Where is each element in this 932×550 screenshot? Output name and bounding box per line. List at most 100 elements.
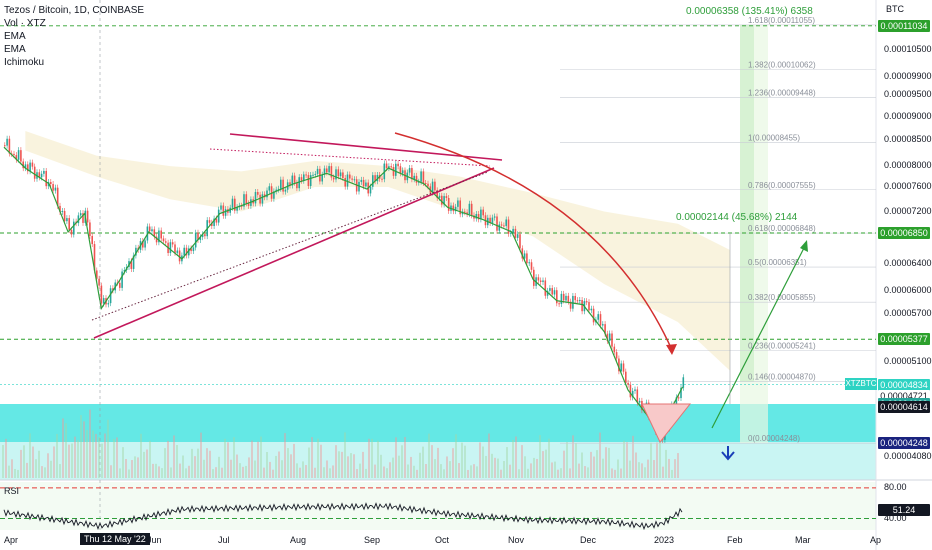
candle	[305, 174, 307, 176]
legend-ema-1[interactable]: EMA	[4, 31, 26, 42]
candle	[470, 203, 473, 216]
candle	[392, 167, 395, 176]
legend-title: Tezos / Bitcoin, 1D, COINBASE	[4, 5, 145, 16]
date-label: Oct	[435, 535, 450, 545]
candle	[562, 293, 565, 301]
resistance-trendline	[229, 133, 503, 161]
bottom-triangle	[641, 403, 692, 443]
candle	[464, 211, 466, 213]
volume-bar	[143, 451, 145, 478]
candle	[457, 200, 459, 207]
candle	[323, 168, 326, 175]
ichimoku-cloud	[25, 130, 731, 371]
candle	[204, 234, 206, 237]
candle	[546, 290, 549, 296]
volume-bar	[515, 436, 517, 478]
legend-volume[interactable]: Vol · XTZ	[4, 18, 46, 29]
candle	[399, 166, 402, 174]
candle	[521, 248, 524, 259]
volume-bar	[320, 444, 322, 478]
volume-bar	[341, 451, 343, 478]
candle	[266, 190, 268, 198]
volume-bar	[395, 437, 397, 478]
volume-bar	[677, 453, 679, 478]
volume-bar	[98, 436, 100, 478]
volume-bar	[572, 435, 574, 478]
volume-bar	[389, 462, 391, 478]
candle	[8, 138, 11, 154]
candle	[96, 270, 98, 279]
volume-bar	[353, 454, 355, 478]
volume-bar	[86, 430, 88, 478]
volume-bar	[134, 456, 136, 478]
candle	[556, 290, 558, 304]
rsi-line	[3, 502, 683, 531]
price-label: 0.00005700	[884, 308, 932, 319]
volume-bar	[458, 463, 460, 478]
volume-bar	[437, 447, 439, 478]
candle	[613, 346, 616, 353]
volume-bar	[44, 467, 46, 478]
candle	[588, 302, 590, 311]
candle	[300, 177, 303, 181]
candle	[93, 244, 96, 271]
volume-bar	[629, 460, 631, 478]
volume-bar	[533, 457, 535, 478]
volume-bar	[326, 460, 328, 478]
volume-bar	[479, 442, 481, 478]
candle	[54, 187, 57, 191]
volume-bar	[311, 437, 313, 478]
candle	[677, 397, 680, 399]
candle	[489, 217, 491, 223]
volume-bar	[149, 440, 151, 478]
volume-bar	[443, 469, 445, 478]
volume-bar	[668, 458, 670, 478]
candle	[102, 298, 105, 304]
candle	[185, 247, 188, 256]
legend-ichimoku[interactable]: Ichimoku	[4, 57, 45, 68]
volume-bar	[233, 437, 235, 478]
candle	[475, 213, 478, 219]
candle	[523, 253, 526, 259]
volume-bar	[512, 440, 514, 478]
volume-bar	[170, 467, 172, 478]
axis-currency: BTC	[886, 4, 904, 14]
cyan-band-upper	[0, 404, 876, 442]
volume-bar	[620, 468, 622, 478]
candle	[245, 194, 248, 204]
volume-bar	[521, 445, 523, 478]
volume-bar	[536, 458, 538, 478]
volume-bar	[176, 445, 178, 478]
volume-bar	[638, 462, 640, 478]
volume-bar	[554, 461, 556, 478]
candle	[466, 212, 468, 215]
candle	[222, 205, 225, 216]
volume-bar	[641, 463, 643, 478]
candle	[259, 194, 261, 204]
candle	[447, 197, 450, 211]
price-badge: 0.00004248	[878, 437, 930, 450]
candle	[574, 295, 576, 301]
candle	[374, 175, 376, 182]
volume-bar	[464, 445, 466, 478]
candle	[533, 269, 535, 286]
volume-bar	[101, 443, 103, 478]
rsi-background	[0, 482, 876, 530]
volume-bar	[398, 455, 400, 478]
volume-bar	[5, 438, 7, 478]
volume-bar	[428, 433, 430, 478]
candle	[452, 205, 455, 212]
volume-bar	[185, 468, 187, 478]
candle	[445, 196, 448, 198]
candle	[192, 247, 195, 252]
fib-label-2: 1.236(0.00009448)	[748, 88, 816, 97]
volume-bar	[206, 448, 208, 478]
legend-ema-2[interactable]: EMA	[4, 44, 26, 55]
drawings[interactable]	[91, 0, 808, 530]
candle	[512, 228, 514, 233]
candle	[342, 172, 344, 178]
candle	[503, 225, 505, 227]
candle	[385, 163, 388, 169]
